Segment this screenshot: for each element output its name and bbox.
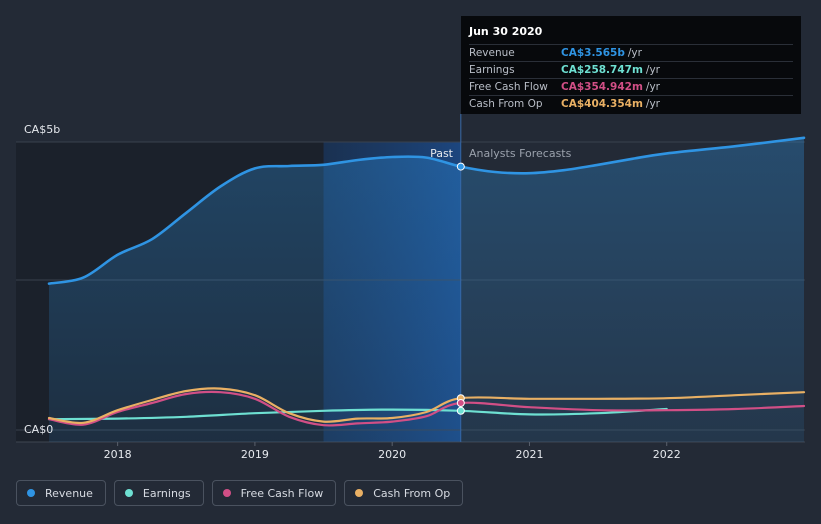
legend-dot-icon xyxy=(222,489,231,497)
marker-free-cash-flow xyxy=(456,399,465,407)
tooltip-row-earnings: Earnings CA$258.747m/yr xyxy=(469,61,793,78)
x-tick-label: 2018 xyxy=(104,448,132,461)
x-tick-label: 2019 xyxy=(241,448,269,461)
legend-label: Earnings xyxy=(142,486,191,500)
tooltip-value: CA$404.354m xyxy=(561,98,643,110)
y-tick-label: CA$5b xyxy=(24,123,60,136)
forecast-label: Analysts Forecasts xyxy=(469,147,572,160)
legend-item-free-cash-flow[interactable]: Free Cash Flow xyxy=(211,480,337,506)
tooltip-value: CA$258.747m xyxy=(561,64,643,76)
tooltip-label: Revenue xyxy=(469,47,515,59)
tooltip: Jun 30 2020 Revenue CA$3.565b/yr Earnings C… xyxy=(461,16,801,114)
tooltip-label: Cash From Op xyxy=(469,98,543,110)
x-tick-label: 2022 xyxy=(653,448,681,461)
marker-revenue xyxy=(456,162,465,171)
tooltip-unit: /yr xyxy=(645,64,660,76)
tooltip-label: Free Cash Flow xyxy=(469,81,548,93)
legend: Revenue Earnings Free Cash Flow Cash From O… xyxy=(16,480,464,506)
legend-item-cash-from-op[interactable]: Cash From Op xyxy=(344,480,464,506)
legend-dot-icon xyxy=(27,489,35,497)
y-tick-label: CA$0 xyxy=(24,423,53,436)
legend-label: Cash From Op xyxy=(373,486,451,500)
legend-item-revenue[interactable]: Revenue xyxy=(16,480,106,506)
legend-dot-icon xyxy=(355,489,364,497)
marker-earnings xyxy=(456,406,465,415)
x-tick-label: 2020 xyxy=(378,448,406,461)
tooltip-date: Jun 30 2020 xyxy=(469,25,543,38)
tooltip-row-cash-from-op: Cash From Op CA$404.354m/yr xyxy=(469,95,793,112)
tooltip-value: CA$354.942m xyxy=(561,81,643,93)
tooltip-unit: /yr xyxy=(627,47,642,59)
series-line-revenue xyxy=(47,136,806,285)
revenue-area xyxy=(49,137,804,443)
x-tick-label: 2021 xyxy=(515,448,543,461)
legend-item-earnings[interactable]: Earnings xyxy=(113,480,204,506)
legend-dot-icon xyxy=(124,489,133,497)
tooltip-row-revenue: Revenue CA$3.565b/yr xyxy=(469,44,793,61)
tooltip-unit: /yr xyxy=(645,81,660,93)
tooltip-value: CA$3.565b xyxy=(561,47,625,59)
series-line-earnings xyxy=(47,407,668,421)
series-line-free-cash-flow xyxy=(47,390,806,427)
tooltip-label: Earnings xyxy=(469,64,515,76)
tooltip-unit: /yr xyxy=(645,98,660,110)
tooltip-row-free-cash-flow: Free Cash Flow CA$354.942m/yr xyxy=(469,78,793,95)
legend-label: Revenue xyxy=(45,486,93,500)
series-line-cash-from-op xyxy=(47,387,806,425)
legend-label: Free Cash Flow xyxy=(240,486,324,500)
past-label: Past xyxy=(430,147,454,160)
